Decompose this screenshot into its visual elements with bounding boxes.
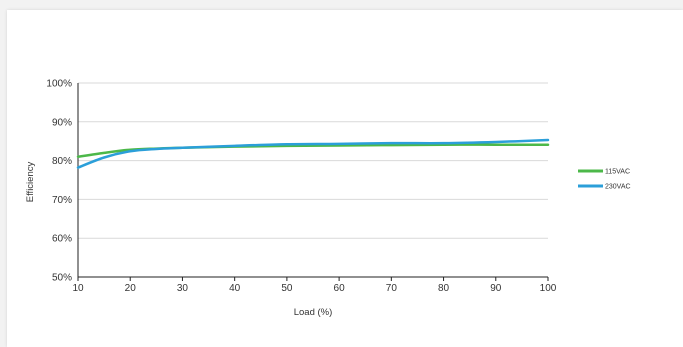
x-tick-labels: 10 20 30 40 50 60 70 80 90 100 [72, 283, 556, 294]
x-tick-label: 30 [177, 283, 189, 294]
x-tick-label: 10 [72, 283, 84, 294]
x-tick-label: 70 [386, 283, 398, 294]
axes [77, 83, 549, 281]
x-tick-label: 40 [229, 283, 241, 294]
y-tick-label: 80% [52, 156, 72, 167]
series-lines [76, 138, 550, 169]
y-tick-label: 50% [52, 273, 72, 284]
legend: 115VAC 230VAC [578, 169, 631, 191]
y-tick-label: 90% [52, 117, 72, 128]
y-tick-labels: 50% 60% 70% 80% 90% 100% [46, 79, 72, 284]
x-tick-label: 20 [125, 283, 137, 294]
x-tick-label: 60 [334, 283, 346, 294]
y-tick-label: 70% [52, 195, 72, 206]
grid-lines [78, 82, 548, 239]
y-tick-label: 100% [46, 79, 72, 90]
legend-label-115vac: 115VAC [605, 169, 630, 176]
x-axis-title: Load (%) [294, 307, 333, 318]
x-tick-label: 50 [281, 283, 293, 294]
x-tick-label: 80 [438, 283, 450, 294]
chart-card [7, 10, 683, 347]
x-tick-label: 90 [490, 283, 502, 294]
x-tick-label: 100 [540, 283, 557, 294]
series-line-230vac [76, 138, 550, 169]
legend-label-230vac: 230VAC [605, 184, 631, 191]
y-axis-title: Efficiency [25, 162, 36, 203]
y-tick-label: 60% [52, 234, 72, 245]
